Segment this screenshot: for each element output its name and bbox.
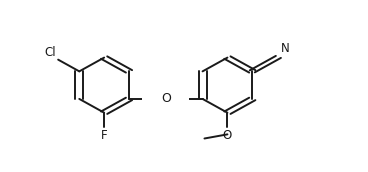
Text: Cl: Cl	[45, 46, 56, 59]
Text: O: O	[223, 129, 232, 142]
Text: O: O	[161, 92, 171, 105]
Text: F: F	[101, 129, 107, 142]
Text: N: N	[281, 42, 290, 55]
